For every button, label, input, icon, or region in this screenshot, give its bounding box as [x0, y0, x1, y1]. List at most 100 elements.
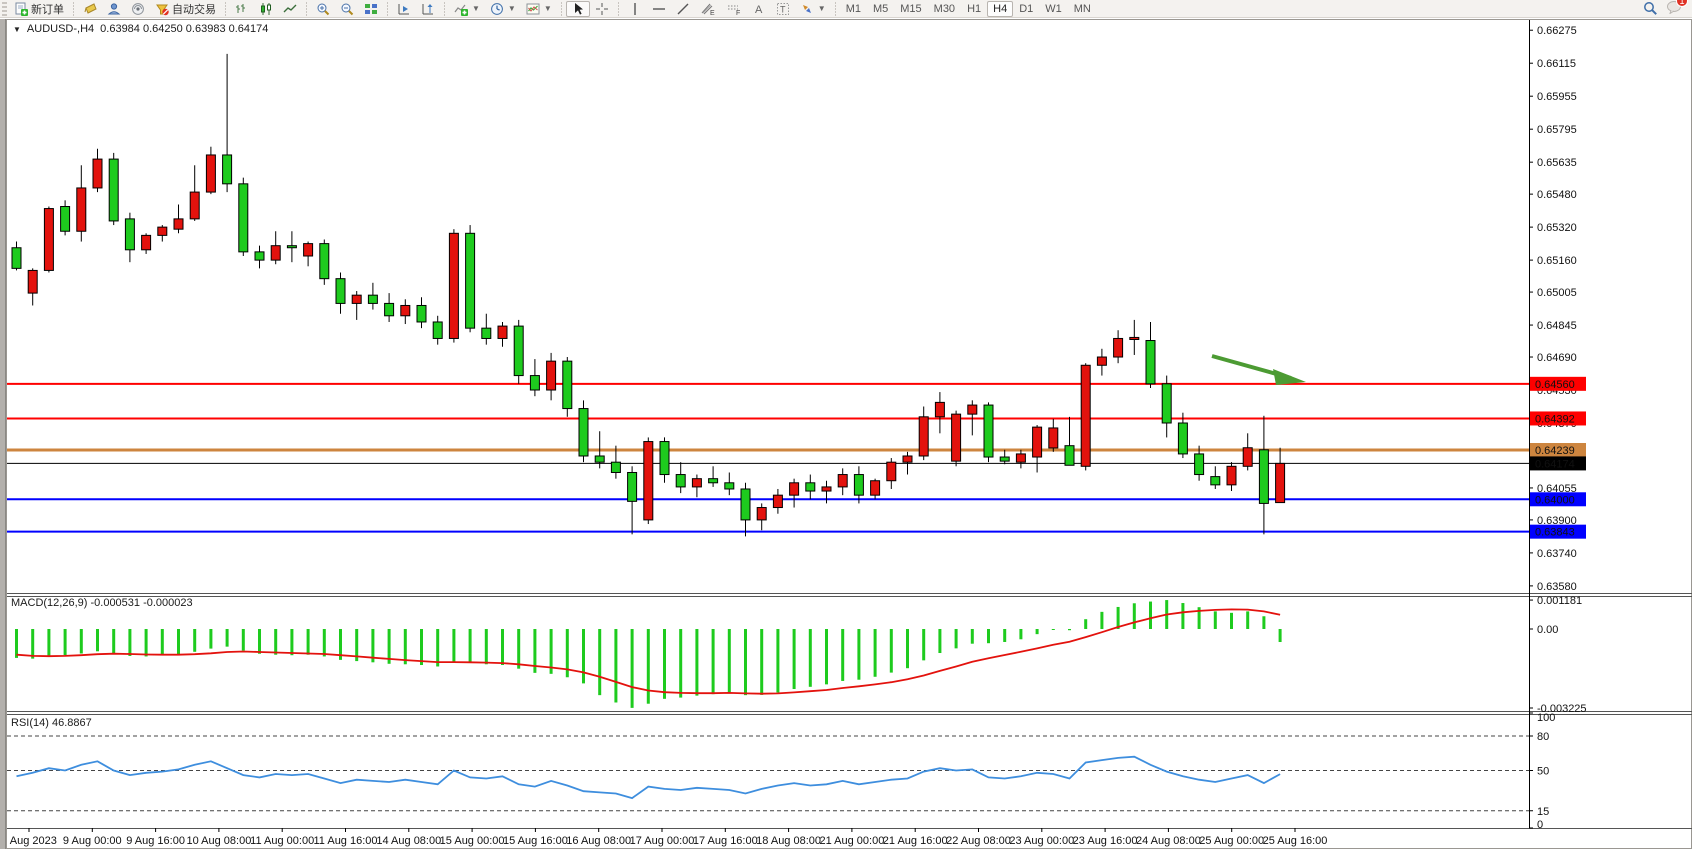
vertical-line-tool[interactable]	[623, 1, 647, 17]
timeframe-M15[interactable]: M15	[900, 2, 922, 15]
vertical-line-icon	[634, 2, 636, 15]
auto-scroll-button[interactable]	[392, 1, 416, 17]
svg-text:25 Aug 00:00: 25 Aug 00:00	[1199, 835, 1264, 847]
toolbar-separator	[444, 1, 445, 16]
svg-text:17 Aug 00:00: 17 Aug 00:00	[630, 835, 695, 847]
timeframe-W1[interactable]: W1	[1045, 2, 1062, 15]
svg-text:0.63900: 0.63900	[1537, 515, 1577, 527]
text-tool[interactable]: A	[747, 1, 771, 17]
trendline-tool[interactable]	[671, 1, 695, 17]
timeframe-MN[interactable]: MN	[1073, 2, 1091, 15]
toolbar-grip[interactable]	[2, 1, 7, 16]
chart-shift-icon	[422, 3, 433, 14]
bar-chart-icon	[236, 3, 245, 13]
horizontal-line-tool[interactable]	[647, 1, 671, 17]
crosshair-tool-button[interactable]	[590, 1, 614, 17]
svg-text:0.00: 0.00	[1537, 624, 1558, 636]
line-chart-mode-button[interactable]	[278, 1, 302, 17]
svg-text:0.64055: 0.64055	[1537, 483, 1577, 495]
line-chart-icon	[283, 4, 297, 12]
zoom-in-button[interactable]	[311, 1, 335, 17]
styler-button[interactable]	[78, 1, 102, 17]
timeframe-H4[interactable]: H4	[987, 0, 1014, 17]
rsi-name: RSI(14)	[11, 717, 49, 729]
chart-shift-button[interactable]	[416, 1, 440, 17]
svg-text:0.001181: 0.001181	[1537, 595, 1582, 607]
svg-text:0.65320: 0.65320	[1537, 222, 1577, 234]
text-label-tool[interactable]: T	[771, 1, 795, 17]
tile-windows-button[interactable]	[359, 1, 383, 17]
timeframe-M5[interactable]: M5	[872, 2, 889, 15]
macd-values: -0.000531 -0.000023	[90, 597, 193, 609]
svg-text:E: E	[710, 10, 715, 16]
candlestick-icon	[261, 2, 271, 15]
templates-button[interactable]: ▼	[521, 1, 557, 17]
svg-text:0.66115: 0.66115	[1537, 58, 1576, 70]
chart-window[interactable]: .ax{font-size:11px;fill:#111}0.662750.66…	[1, 19, 1692, 850]
svg-text:25 Aug 16:00: 25 Aug 16:00	[1263, 835, 1328, 847]
svg-text:11 Aug 00:00: 11 Aug 00:00	[250, 835, 314, 847]
chevron-down-icon: ▼	[472, 4, 480, 13]
timeframe-H1[interactable]: H1	[967, 2, 982, 15]
timeframe-M30[interactable]: M30	[933, 2, 956, 15]
timeframe-M1[interactable]: M1	[845, 2, 861, 15]
arrows-tool[interactable]: ▼	[795, 1, 831, 17]
new-order-icon	[15, 2, 28, 16]
search-icon[interactable]	[1643, 1, 1658, 16]
new-order-label: 新订单	[31, 3, 64, 16]
fibo-fan-tool[interactable]: F	[721, 1, 747, 17]
chevron-down-icon: ▼	[543, 4, 552, 13]
toolbar-separator	[834, 1, 836, 16]
community-button[interactable]	[102, 1, 126, 17]
svg-text:18 Aug 08:00: 18 Aug 08:00	[756, 835, 821, 847]
timeframe-D1[interactable]: D1	[1019, 2, 1034, 15]
svg-text:9 Aug 00:00: 9 Aug 00:00	[63, 835, 122, 847]
indicators-button[interactable]: ▼	[449, 1, 485, 17]
svg-text:15 Aug 16:00: 15 Aug 16:00	[503, 835, 568, 847]
svg-text:0.65955: 0.65955	[1537, 91, 1577, 103]
svg-text:0.63740: 0.63740	[1537, 548, 1577, 560]
toolbar-separator	[73, 1, 74, 16]
auto-trading-icon	[156, 4, 169, 15]
auto-trading-button[interactable]: 自动交易	[150, 1, 221, 17]
toolbar-separator	[387, 1, 388, 16]
svg-text:22 Aug 08:00: 22 Aug 08:00	[946, 835, 1011, 847]
radar-icon	[132, 2, 144, 15]
svg-text:-0.003225: -0.003225	[1537, 703, 1587, 715]
text-label-icon: T	[776, 2, 789, 15]
svg-text:11 Aug 16:00: 11 Aug 16:00	[313, 835, 377, 847]
cursor-tool-button[interactable]	[565, 0, 590, 17]
svg-text:16 Aug 08:00: 16 Aug 08:00	[566, 835, 631, 847]
rsi-value: 46.8867	[51, 717, 92, 729]
svg-text:A: A	[755, 4, 763, 16]
chevron-down-icon: ▼	[817, 4, 826, 13]
svg-text:14 Aug 08:00: 14 Aug 08:00	[376, 835, 441, 847]
zoom-out-button[interactable]	[335, 1, 359, 17]
zoom-out-icon	[341, 3, 354, 15]
toolbar-separator	[225, 1, 226, 16]
bar-chart-mode-button[interactable]	[230, 1, 254, 17]
chevron-down-icon: ▼	[507, 4, 516, 13]
candle-chart-mode-button[interactable]	[254, 1, 278, 17]
new-order-button[interactable]: 新订单	[9, 1, 69, 17]
svg-text:9 Aug 16:00: 9 Aug 16:00	[126, 835, 185, 847]
svg-text:T: T	[780, 4, 786, 14]
zoom-in-icon	[317, 3, 330, 15]
notifications-button[interactable]: 1	[1666, 0, 1688, 17]
svg-text:0.64845: 0.64845	[1537, 320, 1577, 332]
svg-text:0.65635: 0.65635	[1537, 157, 1577, 169]
candlestick-chart[interactable]: .ax{font-size:11px;fill:#111}0.662750.66…	[1, 20, 1692, 850]
fibo-retracement-tool[interactable]: E	[695, 1, 721, 17]
svg-text:0.64239: 0.64239	[1535, 445, 1575, 457]
person-icon	[107, 2, 121, 14]
svg-text:F: F	[736, 10, 740, 16]
svg-text:0.64174: 0.64174	[1535, 458, 1575, 470]
svg-text:0.65160: 0.65160	[1537, 255, 1577, 267]
signals-button[interactable]	[126, 1, 150, 17]
ohlc-values: 0.63984 0.64250 0.63983 0.64174	[100, 23, 269, 35]
collapse-triangle-icon[interactable]: ▼	[13, 24, 21, 34]
svg-text:0.64560: 0.64560	[1535, 379, 1575, 391]
svg-text:0.64690: 0.64690	[1537, 352, 1577, 364]
periods-button[interactable]: ▼	[485, 1, 521, 17]
fibo-icon: E	[701, 3, 715, 16]
